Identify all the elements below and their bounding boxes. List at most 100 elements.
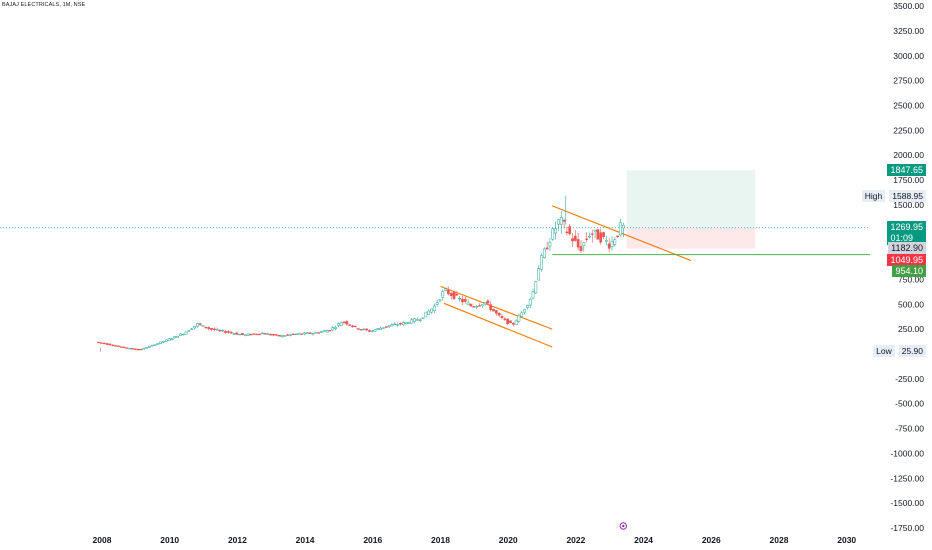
candle-up <box>190 328 194 330</box>
candle-down <box>117 345 120 347</box>
candle-down <box>497 312 501 316</box>
time-tick-label: 2014 <box>296 535 315 545</box>
candle-down <box>348 324 352 326</box>
candle-down <box>590 233 594 235</box>
candle-up <box>339 322 343 326</box>
candle-up <box>325 330 329 333</box>
low-label: Low <box>873 345 895 358</box>
candle-up <box>370 330 374 332</box>
candle-up <box>534 281 538 294</box>
candle-up <box>438 299 442 302</box>
candle-down <box>585 238 588 240</box>
time-tick-label: 2026 <box>702 535 721 545</box>
candle-down <box>102 342 106 345</box>
candle-down <box>506 318 509 324</box>
candle-down <box>119 346 123 348</box>
high-label: High <box>861 190 886 203</box>
candle-up <box>390 324 394 327</box>
candle-down <box>131 348 134 350</box>
event-marker-dot <box>622 524 625 528</box>
candle-up <box>156 343 160 345</box>
entry-price-badge: 1182.90 <box>888 242 926 255</box>
candle-up <box>393 323 397 326</box>
price-tick-label: 3000.00 <box>893 51 924 61</box>
price-tick-label: 750.00 <box>898 274 924 284</box>
candle-up <box>528 298 532 306</box>
candle-down <box>139 348 143 351</box>
candle-up <box>215 328 219 331</box>
candle-up <box>410 319 414 324</box>
candle-up <box>179 333 182 336</box>
target-zone <box>626 170 756 228</box>
candle-down <box>616 235 619 237</box>
candle-down <box>272 334 275 336</box>
price-tick-label: 500.00 <box>898 299 924 309</box>
time-tick-label: 2010 <box>160 535 179 545</box>
candle-down <box>235 332 239 335</box>
candle-up <box>159 341 163 344</box>
candle-up <box>373 329 377 332</box>
candle-down <box>607 243 611 249</box>
price-tick-label: -500.00 <box>895 399 924 409</box>
candle-up <box>540 255 543 270</box>
candle-up <box>246 333 250 336</box>
candle-up <box>297 333 301 335</box>
candle-down <box>133 348 137 350</box>
candle-down <box>328 330 332 332</box>
candle-up <box>520 312 524 317</box>
low-badge: Low 25.90 <box>873 345 926 358</box>
candle-up <box>619 222 622 236</box>
candle-up <box>260 332 264 335</box>
candle-down <box>255 333 258 336</box>
candle-up <box>401 322 405 325</box>
candle-up <box>605 240 608 242</box>
candle-down <box>576 239 580 248</box>
candle-down <box>492 308 495 312</box>
candle-up <box>551 228 555 240</box>
candle-up <box>407 322 411 324</box>
trendline <box>440 285 553 330</box>
price-tick-label: 1750.00 <box>893 175 924 185</box>
candle-up <box>238 333 242 336</box>
candle-down <box>300 333 304 335</box>
candle-down <box>274 334 278 336</box>
candle-up <box>466 302 470 306</box>
candle-up <box>193 325 196 329</box>
price-tick-label: 1500.00 <box>893 200 924 210</box>
candle-up <box>517 315 521 322</box>
candle-up <box>418 319 422 321</box>
candle-down <box>461 298 464 303</box>
candle-up <box>176 336 179 338</box>
price-tick-label: -1000.00 <box>890 448 924 458</box>
candle-down <box>495 310 498 314</box>
candle-up <box>613 239 617 245</box>
price-tick-label: -1500.00 <box>890 498 924 508</box>
price-tick-label: 2250.00 <box>893 125 924 135</box>
price-tick-label: 2000.00 <box>893 150 924 160</box>
candle-down <box>368 330 371 332</box>
candle-up <box>376 328 380 330</box>
candle-down <box>136 348 140 351</box>
candle-up <box>483 302 487 305</box>
candle-up <box>283 335 287 337</box>
event-marker-icon <box>619 522 627 530</box>
candle-up <box>195 323 199 327</box>
candle-up <box>593 229 597 232</box>
candle-up <box>416 319 419 321</box>
time-tick-label: 2024 <box>634 535 653 545</box>
candle-up <box>554 228 557 234</box>
price-tick-label: 2500.00 <box>893 101 924 111</box>
time-tick-label: 2030 <box>837 535 856 545</box>
candle-down <box>249 333 253 336</box>
bar-countdown: 01:09 <box>890 232 913 243</box>
candle-up <box>548 242 552 247</box>
time-tick-label: 2022 <box>566 535 585 545</box>
candle-up <box>243 334 247 336</box>
candle-down <box>353 325 357 328</box>
candle-down <box>105 343 109 345</box>
candle-down <box>573 235 577 241</box>
candle-down <box>399 323 402 325</box>
candle-down <box>545 247 549 250</box>
candle-up <box>480 304 484 307</box>
